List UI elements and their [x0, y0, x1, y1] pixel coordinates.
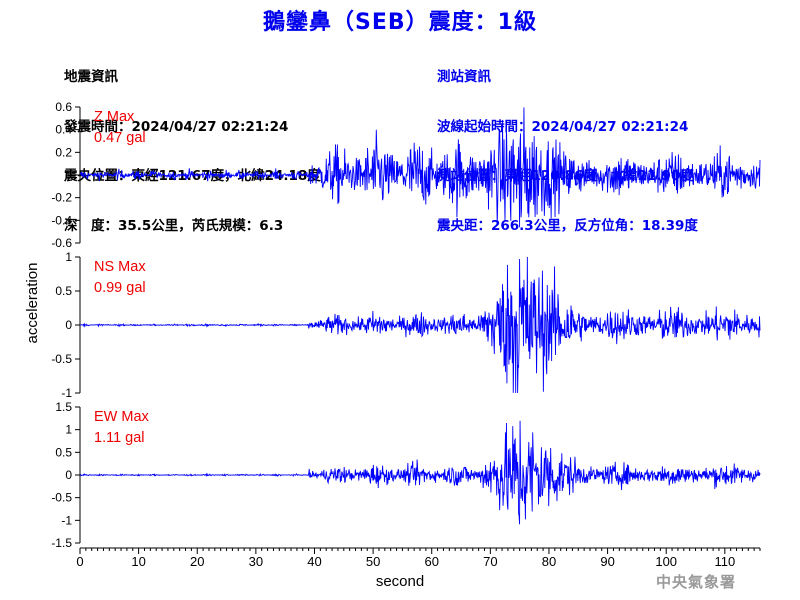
y-tick-label: -0.4	[51, 213, 72, 227]
y-axis-label: acceleration	[24, 263, 41, 344]
origin-time: 發震時間：2024/04/27 02:21:24	[64, 118, 289, 135]
y-tick-label: 0.5	[55, 445, 72, 459]
y-tick-label: -1	[61, 386, 72, 400]
max-label-z: Z Max	[94, 109, 135, 125]
y-tick-label: 0	[65, 318, 72, 332]
x-tick-label: 70	[483, 554, 497, 569]
x-tick-label: 20	[190, 554, 204, 569]
y-tick-label: 0.5	[55, 284, 72, 298]
y-tick-label: 0	[65, 468, 72, 482]
y-tick-label: -0.2	[51, 191, 72, 205]
x-tick-label: 0	[76, 554, 83, 569]
max-value-ew: 1.11 gal	[94, 430, 145, 446]
page-title: 鵝鑾鼻（SEB）震度：1級	[263, 10, 537, 35]
event-info: 地震資訊 發震時間：2024/04/27 02:21:24 震央位置：東經121…	[64, 36, 321, 251]
x-tick-label: 110	[714, 554, 735, 569]
max-value-z: 0.47 gal	[94, 130, 146, 146]
y-tick-label: 1.5	[55, 400, 72, 414]
cwa-watermark: 中央氣象署	[656, 573, 737, 591]
y-tick-label: -1	[61, 513, 72, 527]
y-tick-label: 1	[65, 423, 72, 437]
y-tick-label: 0	[65, 168, 72, 182]
x-tick-label: 90	[600, 554, 614, 569]
epicentral-distance-azimuth: 震央距：266.3公里，反方位角：18.39度	[437, 217, 698, 234]
trace-ns	[79, 256, 761, 394]
trace-z	[79, 107, 761, 228]
max-label-ns: NS Max	[94, 259, 146, 275]
y-tick-label: 0.4	[55, 123, 72, 137]
depth-magnitude: 深 度：35.5公里，芮氏規模：6.3	[64, 217, 284, 234]
y-tick-label: -0.5	[51, 352, 72, 366]
station-info-heading: 測站資訊	[437, 69, 491, 85]
x-tick-label: 30	[249, 554, 263, 569]
y-tick-label: 1	[65, 250, 72, 264]
x-tick-label: 40	[307, 554, 321, 569]
x-tick-label: 80	[542, 554, 556, 569]
y-tick-label: -0.6	[51, 236, 72, 250]
y-tick-label: -0.5	[51, 491, 72, 505]
y-tick-label: -1.5	[51, 536, 72, 550]
x-tick-label: 50	[366, 554, 380, 569]
trace-ew	[79, 420, 761, 525]
max-label-ew: EW Max	[94, 409, 150, 425]
y-tick-label: 0.6	[55, 100, 72, 114]
x-tick-label: 100	[655, 554, 677, 569]
station-info: 測站資訊 波線起始時間：2024/04/27 02:21:24 測站位置：東經1…	[437, 36, 698, 251]
wave-start-time: 波線起始時間：2024/04/27 02:21:24	[437, 118, 689, 135]
x-tick-label: 60	[424, 554, 438, 569]
x-tick-label: 10	[131, 554, 145, 569]
y-tick-label: 0.2	[55, 145, 72, 159]
event-info-heading: 地震資訊	[64, 69, 118, 85]
x-axis-label: second	[376, 573, 424, 590]
max-value-ns: 0.99 gal	[94, 280, 146, 296]
